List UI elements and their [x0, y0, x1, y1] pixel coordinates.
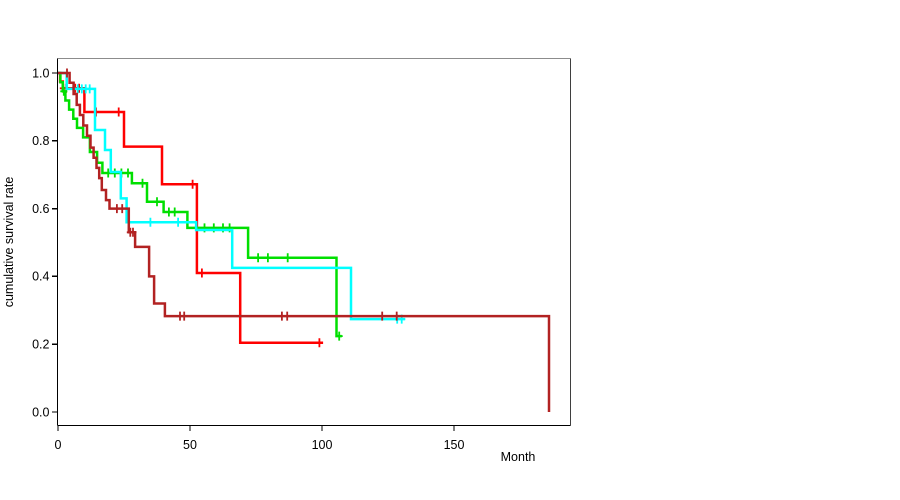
x-tick-label: 150	[444, 438, 465, 452]
curve-dark-red	[58, 71, 551, 412]
y-tick-label: 0.6	[32, 202, 49, 216]
x-axis-label: Month	[501, 450, 536, 464]
curves	[58, 68, 551, 412]
y-axis-label: cumulative survival rate	[2, 177, 16, 308]
censor-marks-green	[60, 86, 343, 341]
y-tick-label: 1.0	[32, 66, 49, 80]
x-tick-label: 100	[312, 438, 333, 452]
x-tick-label: 50	[183, 438, 197, 452]
censor-marks-red	[59, 83, 323, 348]
censor-marks-cyan	[70, 84, 406, 324]
censor-marks-dark-red	[63, 68, 401, 321]
y-tick-label: 0.4	[32, 270, 49, 284]
curve-red	[58, 71, 324, 345]
y-tick-label: 0.0	[32, 405, 49, 419]
y-tick-label: 0.8	[32, 134, 49, 148]
plot-frame	[57, 57, 572, 426]
curve-cyan	[58, 71, 406, 321]
y-tick-label: 0.2	[32, 338, 49, 352]
x-tick-label: 0	[55, 438, 62, 452]
axes: 0 50 100 150 0.0 0.2 0.4 0.6 0.8 1.0	[32, 58, 571, 452]
